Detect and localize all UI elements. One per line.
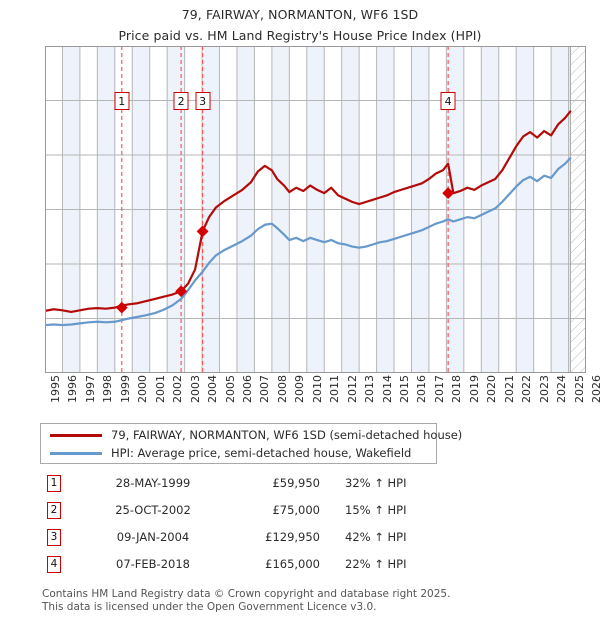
transaction-date: 25-OCT-2002 bbox=[115, 503, 191, 517]
series-lines bbox=[45, 110, 572, 327]
x-tick-label: 2004 bbox=[206, 375, 220, 403]
x-tick-label: 2021 bbox=[502, 375, 516, 403]
x-tick-label: 2009 bbox=[293, 375, 307, 403]
x-tick-label: 1998 bbox=[101, 375, 115, 403]
x-tick-label: 2008 bbox=[275, 375, 289, 403]
transaction-hpi-delta: 22% ↑ HPI bbox=[345, 557, 407, 571]
x-tick-label: 2002 bbox=[171, 375, 185, 403]
x-tick-label: 1999 bbox=[118, 375, 132, 403]
transactions-table: 1 28-MAY-1999 £59,950 32% ↑ HPI 2 25-OCT-2002… bbox=[40, 472, 460, 580]
price-history-line-chart bbox=[45, 46, 586, 373]
transaction-hpi-delta: 15% ↑ HPI bbox=[345, 503, 407, 517]
transaction-price: £165,000 bbox=[265, 557, 320, 571]
table-row: 2 25-OCT-2002 £75,000 15% ↑ HPI bbox=[40, 499, 460, 526]
x-tick-label: 2019 bbox=[467, 375, 481, 403]
x-tick-label: 2014 bbox=[380, 375, 394, 403]
sale-marker-3: 3 bbox=[195, 91, 211, 110]
x-tick-label: 2001 bbox=[153, 375, 167, 403]
legend-item-property: 79, FAIRWAY, NORMANTON, WF6 1SD (semi-de… bbox=[50, 426, 462, 444]
table-row: 1 28-MAY-1999 £59,950 32% ↑ HPI bbox=[40, 472, 460, 499]
sale-point-markers bbox=[115, 187, 455, 314]
x-tick-label: 2012 bbox=[345, 375, 359, 403]
x-tick-label: 2013 bbox=[363, 375, 377, 403]
x-tick-label: 2005 bbox=[223, 375, 237, 403]
transaction-index-badge: 3 bbox=[47, 529, 61, 546]
transaction-price: £59,950 bbox=[272, 476, 320, 490]
table-row: 3 09-JAN-2004 £129,950 42% ↑ HPI bbox=[40, 526, 460, 553]
transaction-date: 28-MAY-1999 bbox=[115, 476, 191, 490]
transaction-price: £75,000 bbox=[272, 503, 320, 517]
sale-marker-2: 2 bbox=[173, 91, 189, 110]
x-tick-label: 2016 bbox=[415, 375, 429, 403]
x-tick-label: 2024 bbox=[555, 375, 569, 403]
forecast-hatch-band bbox=[570, 46, 586, 373]
plot-border bbox=[45, 46, 586, 373]
transaction-hpi-delta: 42% ↑ HPI bbox=[345, 530, 407, 544]
x-tick-label: 2010 bbox=[310, 375, 324, 403]
x-tick-label: 2025 bbox=[572, 375, 586, 403]
x-tick-label: 2022 bbox=[520, 375, 534, 403]
x-tick-label: 2006 bbox=[240, 375, 254, 403]
x-tick-label: 1997 bbox=[83, 375, 97, 403]
legend-swatch-hpi bbox=[50, 451, 102, 455]
transaction-date: 09-JAN-2004 bbox=[116, 530, 190, 544]
legend-label-hpi: HPI: Average price, semi-detached house,… bbox=[111, 446, 412, 460]
x-tick-label: 2003 bbox=[188, 375, 202, 403]
x-tick-label: 2000 bbox=[136, 375, 150, 403]
x-tick-label: 2023 bbox=[537, 375, 551, 403]
x-tick-label: 2020 bbox=[485, 375, 499, 403]
footer-licence: This data is licensed under the Open Gov… bbox=[42, 600, 377, 613]
x-tick-label: 2018 bbox=[450, 375, 464, 403]
legend-item-hpi: HPI: Average price, semi-detached house,… bbox=[50, 444, 411, 462]
page-title: 79, FAIRWAY, NORMANTON, WF6 1SD bbox=[181, 7, 419, 22]
transaction-index-badge: 2 bbox=[47, 502, 61, 519]
x-tick-label: 2011 bbox=[328, 375, 342, 403]
transaction-index-badge: 1 bbox=[47, 475, 61, 492]
sale-marker-1: 1 bbox=[114, 91, 130, 110]
x-axis-labels: 1995 1996 1997 1998 1999 2000 2001 2002 2003 2004… bbox=[45, 375, 600, 417]
transaction-hpi-delta: 32% ↑ HPI bbox=[345, 476, 407, 490]
chart-legend: 79, FAIRWAY, NORMANTON, WF6 1SD (semi-de… bbox=[40, 423, 462, 464]
x-tick-label: 2015 bbox=[398, 375, 412, 403]
sale-event-lines bbox=[121, 46, 449, 373]
page-subtitle: Price paid vs. HM Land Registry's House … bbox=[118, 28, 482, 43]
footer: Contains HM Land Registry data © Crown c… bbox=[42, 588, 562, 613]
x-tick-label: 1995 bbox=[49, 375, 62, 403]
x-tick-label: 2017 bbox=[432, 375, 446, 403]
transaction-price: £129,950 bbox=[265, 530, 320, 544]
sale-marker-4: 4 bbox=[440, 91, 456, 110]
footer-copyright: Contains HM Land Registry data © Crown c… bbox=[42, 588, 451, 600]
x-tick-label: 1996 bbox=[66, 375, 80, 403]
x-tick-label: 2007 bbox=[258, 375, 272, 403]
table-row: 4 07-FEB-2018 £165,000 22% ↑ HPI bbox=[40, 553, 460, 580]
legend-swatch-property bbox=[50, 433, 102, 437]
title-block: 79, FAIRWAY, NORMANTON, WF6 1SD Price pa… bbox=[0, 0, 600, 43]
legend-label-property: 79, FAIRWAY, NORMANTON, WF6 1SD (semi-de… bbox=[111, 428, 463, 442]
transaction-date: 07-FEB-2018 bbox=[116, 557, 190, 571]
x-tick-label: 2026 bbox=[590, 375, 600, 403]
transaction-index-badge: 4 bbox=[47, 556, 61, 573]
